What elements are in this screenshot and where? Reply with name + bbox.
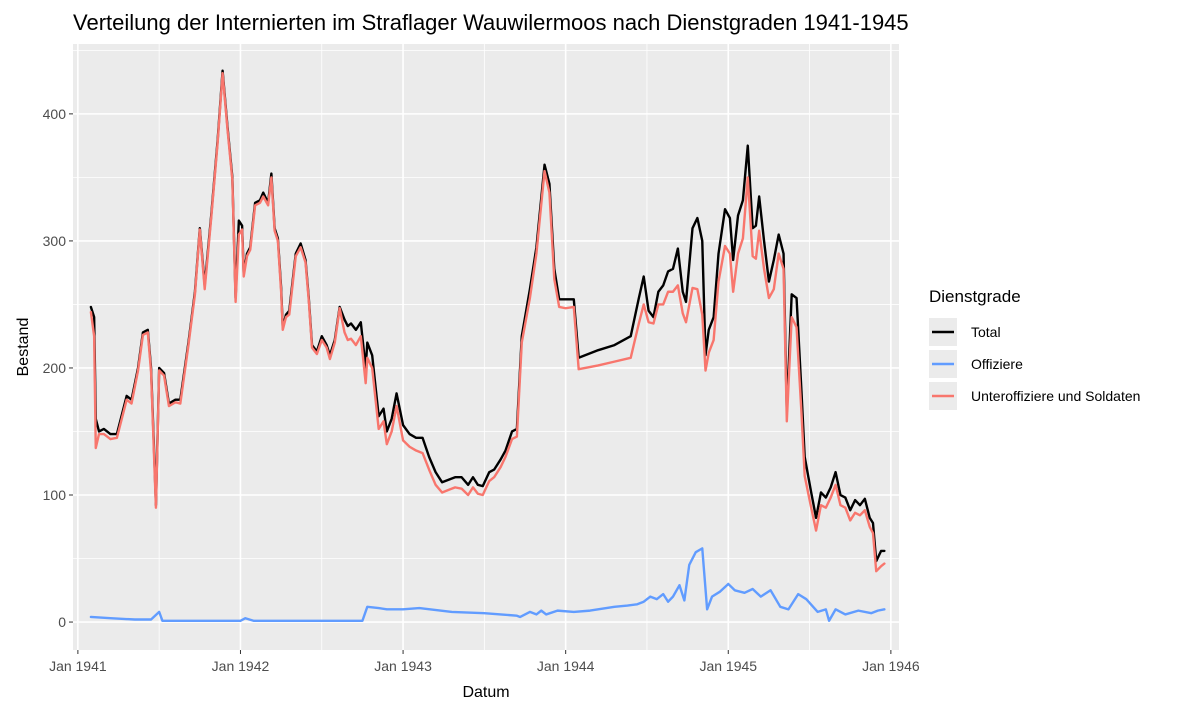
x-tick-label: Jan 1946 — [862, 658, 920, 674]
minor-gridlines — [73, 44, 899, 650]
legend-label: Offiziere — [971, 356, 1023, 372]
x-axis-title: Datum — [462, 684, 509, 701]
series-line-offiziere — [89, 547, 886, 622]
x-tick-label: Jan 1945 — [699, 658, 757, 674]
series-line-unteroffiziere-und-soldaten — [89, 72, 886, 573]
x-tick-label: Jan 1944 — [537, 658, 595, 674]
major-gridlines — [73, 44, 899, 650]
y-axis-title: Bestand — [15, 318, 32, 377]
y-tick-label: 300 — [43, 233, 67, 249]
y-tick-label: 100 — [43, 487, 67, 503]
legend-title: Dienstgrade — [929, 287, 1021, 306]
plot-panel — [73, 44, 899, 650]
legend-label: Unteroffiziere und Soldaten — [971, 388, 1140, 404]
chart-title: Verteilung der Internierten im Straflage… — [73, 10, 909, 35]
x-tick-label: Jan 1941 — [49, 658, 107, 674]
legend: Dienstgrade Total Offiziere Unteroffiziere… — [929, 287, 1140, 410]
tick-labels: Jan 1941 Jan 1942 Jan 1943 Jan 1944 Jan 1945… — [43, 106, 920, 674]
legend-label: Total — [971, 324, 1001, 340]
y-tick-label: 400 — [43, 106, 67, 122]
y-tick-label: 200 — [43, 360, 67, 376]
x-tick-label: Jan 1942 — [212, 658, 270, 674]
series-lines — [89, 69, 886, 622]
x-tick-label: Jan 1943 — [374, 658, 432, 674]
axis-ticks — [69, 113, 892, 654]
y-tick-label: 0 — [58, 614, 66, 630]
